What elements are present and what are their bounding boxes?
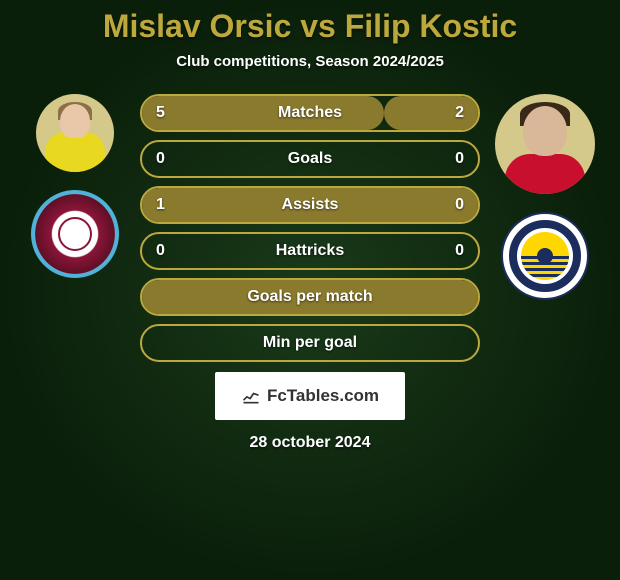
page-title: Mislav Orsic vs Filip Kostic <box>103 8 517 45</box>
stat-label: Goals per match <box>247 288 372 306</box>
stat-value-right: 2 <box>455 104 464 122</box>
stat-fill-left <box>142 96 384 130</box>
stat-value-right: 0 <box>455 242 464 260</box>
stat-value-left: 0 <box>156 242 165 260</box>
stat-label: Matches <box>278 104 342 122</box>
date-text: 28 october 2024 <box>250 434 371 452</box>
player1-avatar <box>36 94 114 172</box>
stat-value-right: 0 <box>455 196 464 214</box>
stat-label: Min per goal <box>263 334 357 352</box>
stat-label: Assists <box>282 196 339 214</box>
comparison-card: Mislav Orsic vs Filip Kostic Club compet… <box>0 0 620 580</box>
chart-icon <box>241 386 261 406</box>
stat-bar: 0 Goals 0 <box>140 140 480 178</box>
stat-value-left: 5 <box>156 104 165 122</box>
right-column <box>490 94 600 300</box>
content-row: 5 Matches 2 0 Goals 0 1 Assists 0 0 Hattricks 0 Goal… <box>0 94 620 362</box>
stat-value-left: 0 <box>156 150 165 168</box>
stats-column: 5 Matches 2 0 Goals 0 1 Assists 0 0 Hattricks 0 Goal… <box>140 94 480 362</box>
watermark-text: FcTables.com <box>267 386 379 406</box>
watermark-badge: FcTables.com <box>215 372 405 420</box>
stat-label: Hattricks <box>276 242 344 260</box>
stat-value-left: 1 <box>156 196 165 214</box>
player2-avatar <box>495 94 595 194</box>
stat-bar: 5 Matches 2 <box>140 94 480 132</box>
stat-label: Goals <box>288 150 332 168</box>
subtitle: Club competitions, Season 2024/2025 <box>176 53 444 70</box>
player2-club-badge <box>501 212 589 300</box>
left-column <box>20 94 130 278</box>
stat-value-right: 0 <box>455 150 464 168</box>
stat-bar: 0 Hattricks 0 <box>140 232 480 270</box>
player1-club-badge <box>31 190 119 278</box>
stat-bar: 1 Assists 0 <box>140 186 480 224</box>
stat-bar: Goals per match <box>140 278 480 316</box>
stat-bar: Min per goal <box>140 324 480 362</box>
